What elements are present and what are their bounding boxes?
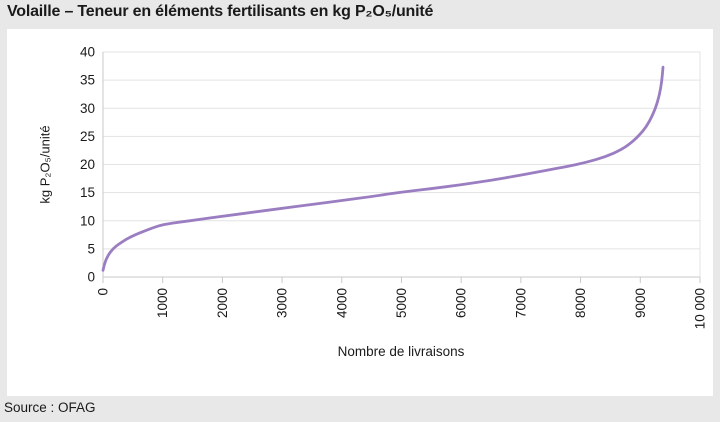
y-tick-label: 20 [80, 157, 95, 172]
y-axis-title: kg P₂O₅/unité [37, 125, 53, 204]
chart-title: Volaille – Teneur en éléments fertilisan… [7, 3, 434, 20]
data-curve [101, 65, 665, 272]
x-axis-title: Nombre de livraisons [337, 344, 465, 359]
y-tick-label: 40 [80, 45, 95, 60]
y-tick-label: 5 [87, 241, 95, 256]
y-tick-label: 10 [80, 213, 95, 228]
x-tick-label: 9000 [633, 288, 648, 318]
source-note: Source : OFAG [4, 400, 96, 415]
x-tick-label: 7000 [513, 288, 528, 318]
plot-area: 0 5 10 15 20 25 30 35 40 0 1000 2000 3000 4000 5000 600… [80, 45, 708, 330]
x-tick-label: 0 [96, 288, 111, 296]
x-tick-label: 10 000 [693, 288, 708, 329]
x-tick-label: 2000 [215, 288, 230, 318]
chart-panel: 0 5 10 15 20 25 30 35 40 0 1000 2000 3000 4000 5000 600… [7, 29, 713, 396]
y-tick-label: 30 [80, 101, 95, 116]
x-tick-label: 6000 [454, 288, 469, 318]
y-tick-label: 35 [80, 73, 95, 88]
x-tick-label: 4000 [334, 288, 349, 318]
x-tick-label: 1000 [155, 288, 170, 318]
x-tick-label: 3000 [275, 288, 290, 318]
y-tick-label: 0 [87, 270, 95, 285]
x-tick-label: 5000 [394, 288, 409, 318]
x-tick-label: 8000 [573, 288, 588, 318]
y-tick-label: 15 [80, 185, 95, 200]
y-tick-label: 25 [80, 129, 95, 144]
